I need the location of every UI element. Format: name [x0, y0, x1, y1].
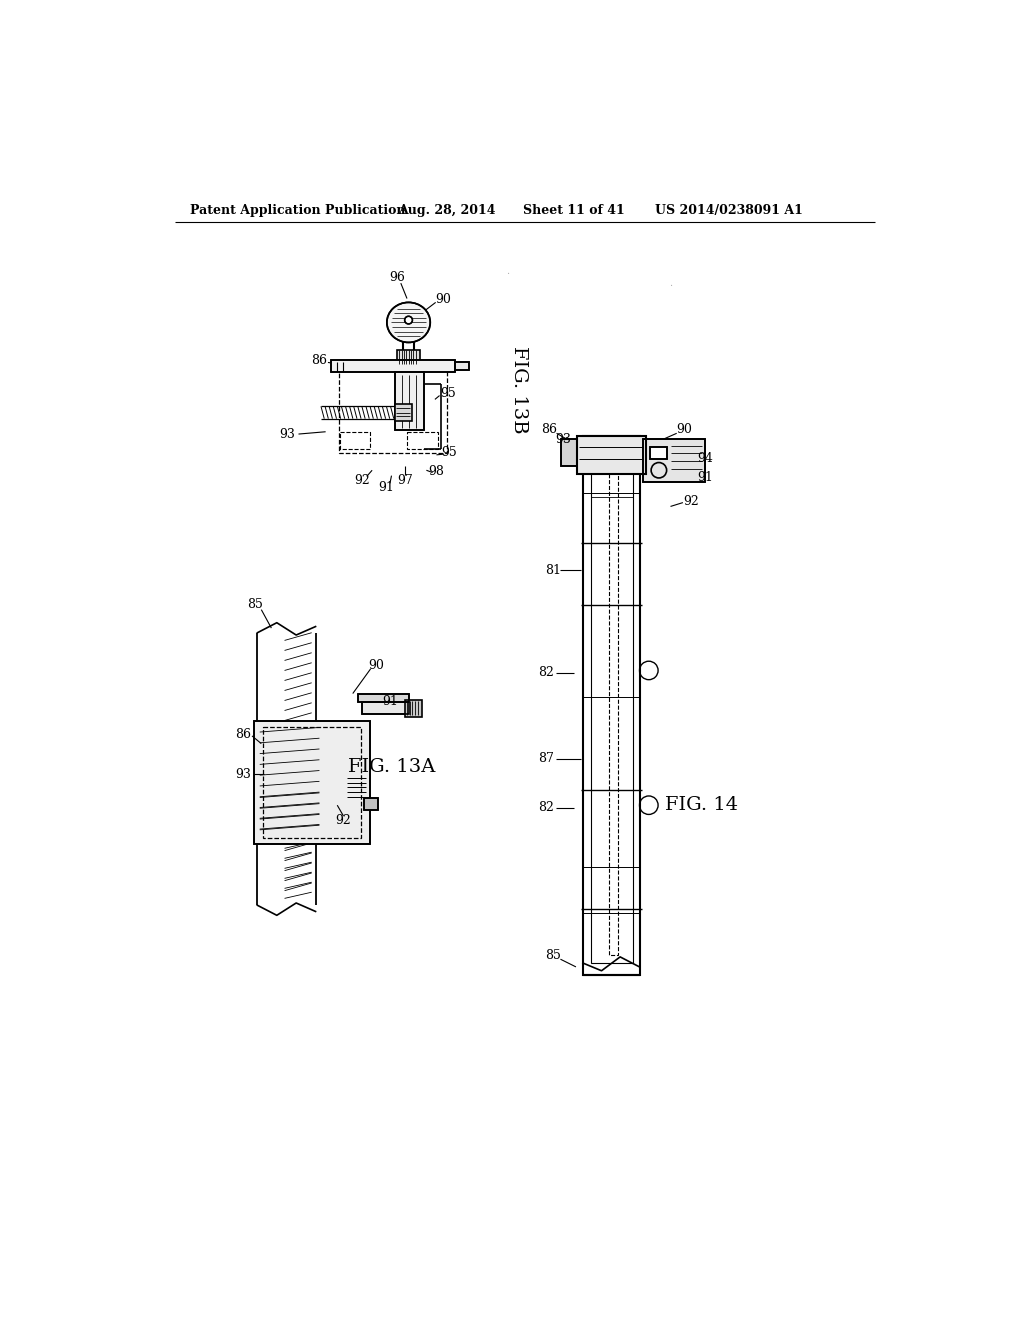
Bar — [577, 436, 646, 474]
Text: 86: 86 — [311, 354, 328, 367]
Text: Aug. 28, 2014: Aug. 28, 2014 — [397, 205, 496, 218]
Text: 82: 82 — [539, 801, 554, 814]
Bar — [455, 363, 469, 370]
Text: 93: 93 — [279, 428, 295, 441]
Text: 90: 90 — [435, 293, 452, 306]
Circle shape — [404, 317, 413, 323]
Bar — [331, 360, 455, 372]
Text: 86: 86 — [234, 727, 251, 741]
Text: FIG. 14: FIG. 14 — [665, 796, 738, 814]
Text: US 2014/0238091 A1: US 2014/0238091 A1 — [655, 205, 803, 218]
Text: 87: 87 — [539, 752, 554, 766]
Text: 82: 82 — [539, 667, 554, 680]
Text: 96: 96 — [389, 271, 404, 284]
Text: 95: 95 — [441, 446, 458, 459]
Text: 97: 97 — [397, 474, 414, 487]
Text: 90: 90 — [677, 422, 692, 436]
Bar — [339, 360, 447, 453]
Bar — [561, 440, 577, 466]
Bar — [394, 404, 412, 421]
Text: 91: 91 — [697, 471, 714, 484]
Text: FIG. 13A: FIG. 13A — [348, 758, 435, 776]
Text: .: . — [506, 267, 509, 276]
Text: 86: 86 — [541, 422, 557, 436]
Bar — [358, 694, 409, 702]
Bar — [364, 797, 378, 809]
Text: 91: 91 — [378, 482, 394, 495]
Bar — [263, 726, 360, 837]
Bar — [362, 702, 409, 714]
Bar — [643, 440, 706, 482]
Bar — [649, 447, 667, 459]
Bar — [407, 432, 438, 449]
Text: 92: 92 — [336, 814, 351, 828]
Text: 93: 93 — [556, 433, 571, 446]
Bar — [649, 447, 667, 459]
Text: 95: 95 — [440, 387, 456, 400]
Bar — [643, 440, 706, 482]
Text: 93: 93 — [234, 768, 251, 781]
Text: 92: 92 — [354, 474, 370, 487]
Bar — [591, 447, 633, 964]
Bar — [394, 372, 424, 430]
Bar — [583, 436, 640, 974]
Bar — [331, 360, 455, 372]
Bar — [404, 700, 422, 717]
Bar — [608, 455, 617, 956]
Bar — [340, 432, 370, 449]
Text: Patent Application Publication: Patent Application Publication — [190, 205, 406, 218]
Text: 91: 91 — [382, 694, 398, 708]
Text: 94: 94 — [697, 453, 714, 465]
Bar — [455, 363, 469, 370]
Bar — [577, 436, 646, 474]
Bar — [394, 372, 424, 430]
Text: 92: 92 — [683, 495, 698, 508]
Bar — [397, 350, 420, 364]
Bar — [362, 702, 409, 714]
Bar — [364, 797, 378, 809]
Text: Sheet 11 of 41: Sheet 11 of 41 — [523, 205, 625, 218]
Ellipse shape — [387, 302, 430, 342]
Bar — [561, 440, 577, 466]
Bar — [358, 694, 409, 702]
Bar — [254, 721, 370, 843]
Bar — [254, 721, 370, 843]
Text: 85: 85 — [247, 598, 263, 611]
Text: 85: 85 — [545, 949, 560, 962]
Text: 81: 81 — [545, 564, 561, 577]
Text: 90: 90 — [368, 659, 384, 672]
Text: .: . — [669, 280, 672, 288]
Text: 98: 98 — [428, 465, 444, 478]
Text: FIG. 13B: FIG. 13B — [510, 346, 528, 433]
